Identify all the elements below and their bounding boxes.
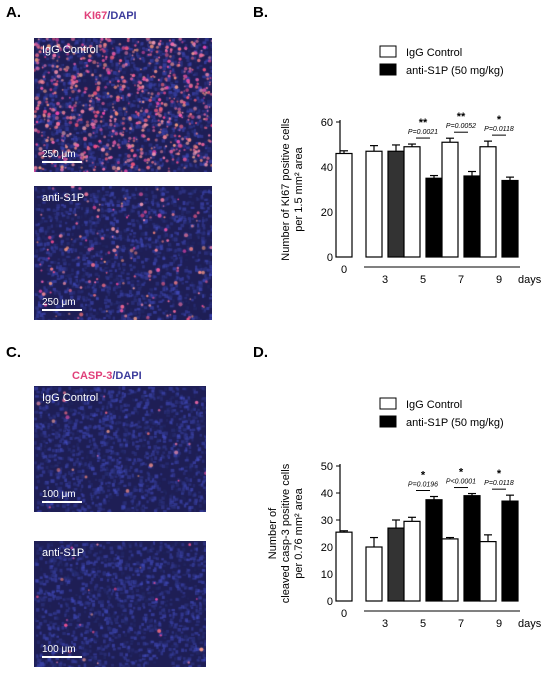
image-label: IgG Control (42, 392, 99, 404)
bar-igg-control (479, 541, 497, 602)
p-value: P=0.0021 (408, 129, 438, 136)
legend-label: IgG Control (406, 399, 462, 411)
p-value: P=0.0118 (484, 126, 514, 133)
scale-bar-label: 100 μm (42, 644, 76, 655)
micrograph-anti-s1p-ki67: anti-S1P 250 μm (34, 186, 212, 320)
significance-stars: ** (457, 111, 466, 123)
significance-stars: * (497, 114, 502, 126)
p-value: P=0.0052 (446, 123, 476, 130)
marker-label: CASP-3 (72, 370, 113, 382)
micrograph-igg-control-casp3: IgG Control 100 μm (34, 386, 206, 512)
legend-swatch (379, 45, 397, 58)
significance-stars: * (421, 470, 426, 482)
y-tick-label: 30 (321, 515, 333, 527)
x-tick-label: 5 (420, 618, 426, 630)
x-tick-label: 7 (458, 618, 464, 630)
scale-bar (42, 161, 82, 163)
x-tick-label: 3 (382, 274, 388, 286)
micrograph-anti-s1p-casp3: anti-S1P 100 μm (34, 541, 206, 667)
scale-bar (42, 501, 82, 503)
panel-a-letter: A. (6, 4, 21, 21)
legend-swatch (379, 397, 397, 410)
bar-anti-s1p (463, 175, 481, 258)
micrograph-igg-control-ki67: IgG Control 250 μm (34, 38, 212, 172)
bar-anti-s1p (501, 500, 519, 602)
x-tick-label: 5 (420, 274, 426, 286)
legend-swatch (379, 415, 397, 428)
y-tick-label: 40 (321, 488, 333, 500)
image-label: anti-S1P (42, 547, 85, 559)
x-tick-label: 9 (496, 618, 502, 630)
bar-anti-s1p (425, 499, 443, 602)
x-tick-label: 0 (341, 264, 347, 276)
legend-label: anti-S1P (50 mg/kg) (406, 65, 504, 77)
bar-anti-s1p (463, 495, 481, 602)
legend-label: IgG Control (406, 47, 462, 59)
scale-bar (42, 309, 82, 311)
bar-anti-s1p (425, 177, 443, 258)
y-tick-label: 40 (321, 162, 333, 174)
bar-igg-control (441, 538, 459, 602)
y-tick-label: 60 (321, 117, 333, 129)
bar-igg-control (365, 150, 383, 258)
significance-stars: * (497, 468, 502, 480)
p-value: P=0.0118 (484, 480, 514, 487)
scale-bar-label: 100 μm (42, 489, 76, 500)
bar-anti-s1p (387, 527, 405, 602)
bar-igg-control (335, 152, 353, 258)
y-tick-label: 10 (321, 569, 333, 581)
y-axis-label: Number of (267, 507, 279, 559)
p-value: P=0.0196 (408, 482, 438, 489)
x-tick-label: 3 (382, 618, 388, 630)
bar-anti-s1p (387, 150, 405, 258)
panel-c-letter: C. (6, 344, 21, 361)
marker-label: KI67 (84, 10, 108, 22)
y-tick-label: 0 (327, 252, 333, 264)
significance-stars: * (459, 467, 464, 479)
bar-igg-control (403, 520, 421, 602)
y-tick-label: 50 (321, 461, 333, 473)
y-tick-label: 20 (321, 207, 333, 219)
image-label: IgG Control (42, 44, 99, 56)
y-axis-label: Number of KI67 positive cells (280, 118, 292, 261)
bar-igg-control (365, 546, 383, 602)
bar-igg-control (441, 141, 459, 258)
scale-bar-label: 250 μm (42, 297, 76, 308)
bar-igg-control (335, 531, 353, 602)
legend-label: anti-S1P (50 mg/kg) (406, 417, 504, 429)
chart-b-ki67: IgG Control anti-S1P (50 mg/kg) 0 20 40 60 Num… (280, 45, 542, 286)
x-tick-label: 7 (458, 274, 464, 286)
y-tick-label: 0 (327, 596, 333, 608)
bar-igg-control (479, 146, 497, 258)
legend-swatch (379, 63, 397, 76)
dapi-label: DAPI (115, 370, 142, 382)
bar-igg-control (403, 146, 421, 258)
x-tick-label: 0 (341, 608, 347, 620)
x-tick-label: 9 (496, 274, 502, 286)
panel-c-stain-title: CASP-3/DAPI (72, 370, 142, 382)
panel-a-stain-title: KI67/DAPI (84, 10, 137, 22)
panel-b-letter: B. (253, 4, 268, 21)
p-value: P<0.0001 (446, 479, 476, 486)
dapi-label: DAPI (110, 10, 137, 22)
image-label: anti-S1P (42, 192, 85, 204)
x-unit-label: days (518, 618, 542, 630)
panel-d-letter: D. (253, 344, 268, 361)
scale-bar-label: 250 μm (42, 149, 76, 160)
bar-anti-s1p (501, 179, 519, 258)
significance-stars: ** (419, 117, 428, 129)
y-axis-label: cleaved casp-3 positive cells (280, 463, 292, 603)
x-unit-label: days (518, 274, 542, 286)
y-tick-label: 20 (321, 542, 333, 554)
scale-bar (42, 656, 82, 658)
y-axis-label: per 0.76 mm² area (293, 487, 305, 578)
y-axis-label: per 1.5 mm² area (293, 146, 305, 231)
